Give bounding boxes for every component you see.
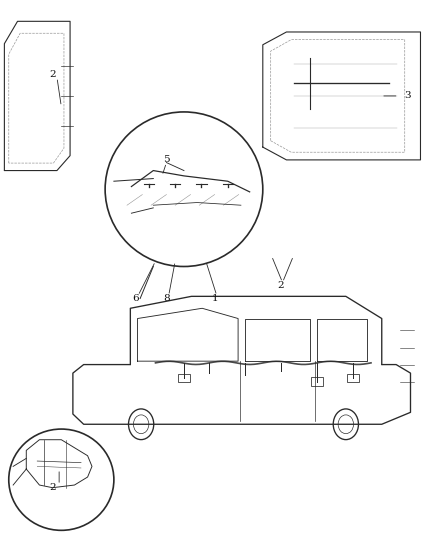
Text: 1: 1 — [211, 294, 218, 303]
Text: 6: 6 — [132, 294, 139, 303]
FancyBboxPatch shape — [347, 374, 359, 383]
Text: 2: 2 — [49, 483, 56, 492]
Text: 8: 8 — [163, 294, 170, 303]
Text: 2: 2 — [277, 281, 284, 289]
Text: 2: 2 — [49, 70, 56, 79]
FancyBboxPatch shape — [178, 374, 191, 383]
Text: 5: 5 — [163, 156, 170, 164]
Text: 3: 3 — [404, 92, 411, 100]
FancyBboxPatch shape — [311, 377, 323, 386]
